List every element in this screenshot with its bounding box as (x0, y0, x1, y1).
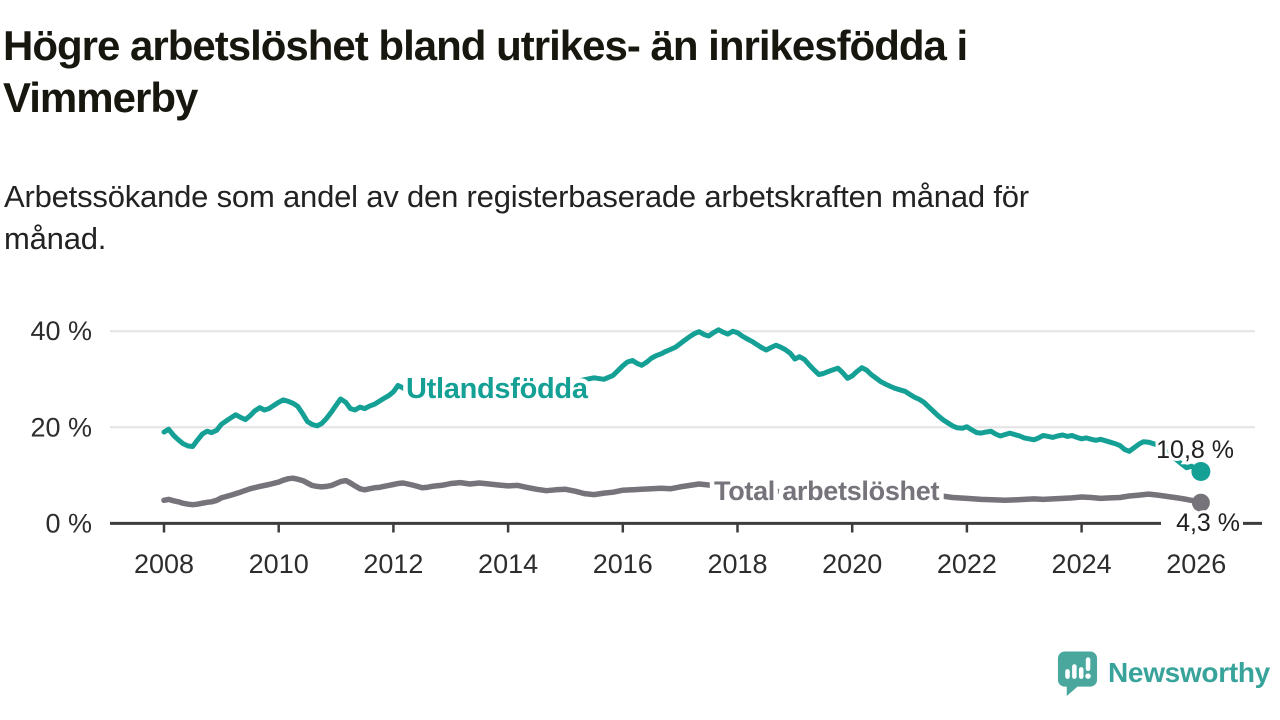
x-tick-label: 2014 (478, 549, 538, 579)
x-tick-label: 2018 (707, 549, 767, 579)
series-label-utlandsfodda: Utlandsfödda (406, 373, 589, 405)
y-tick-label: 20 % (30, 412, 92, 442)
x-tick-label: 2012 (363, 549, 423, 579)
x-tick-label: 2010 (249, 549, 309, 579)
x-tick-label: 2024 (1052, 549, 1112, 579)
x-tick-label: 2016 (593, 549, 653, 579)
y-tick-label: 0 % (45, 508, 92, 538)
endpoint-value-label-utlandsfodda: 10,8 % (1156, 436, 1234, 464)
endpoint-value-label-total-arbetsloshet: 4,3 % (1176, 509, 1240, 537)
series-label-total-arbetsloshet: Total arbetslöshet (714, 476, 939, 506)
brand-footer: Newsworthy (1056, 649, 1270, 697)
brand-name: Newsworthy (1108, 657, 1270, 688)
x-tick-label: 2008 (134, 549, 194, 579)
series-line-utlandsfodda (161, 327, 1204, 474)
newsworthy-logo-icon (1057, 651, 1098, 696)
page-title: Högre arbetslöshet bland utrikes- än inr… (3, 20, 1153, 123)
x-tick-label: 2026 (1166, 549, 1226, 579)
title-line-1: Högre arbetslöshet bland utrikes- än inr… (3, 22, 968, 69)
series-endpoint-dot-utlandsfodda (1191, 462, 1211, 482)
series-endpoint-dot-total-arbetsloshet (1191, 493, 1210, 512)
chart-subtitle: Arbetssökande som andel av den registerb… (4, 176, 1204, 260)
subtitle-line-1: Arbetssökande som andel av den registerb… (4, 179, 1029, 214)
title-line-2: Vimmerby (3, 73, 198, 121)
x-tick-label: 2022 (937, 549, 997, 579)
subtitle-line-2: månad. (4, 221, 107, 257)
y-tick-label: 40 % (30, 316, 92, 346)
x-tick-label: 2020 (822, 549, 882, 579)
series-line-total-arbetsloshet (161, 475, 1204, 508)
